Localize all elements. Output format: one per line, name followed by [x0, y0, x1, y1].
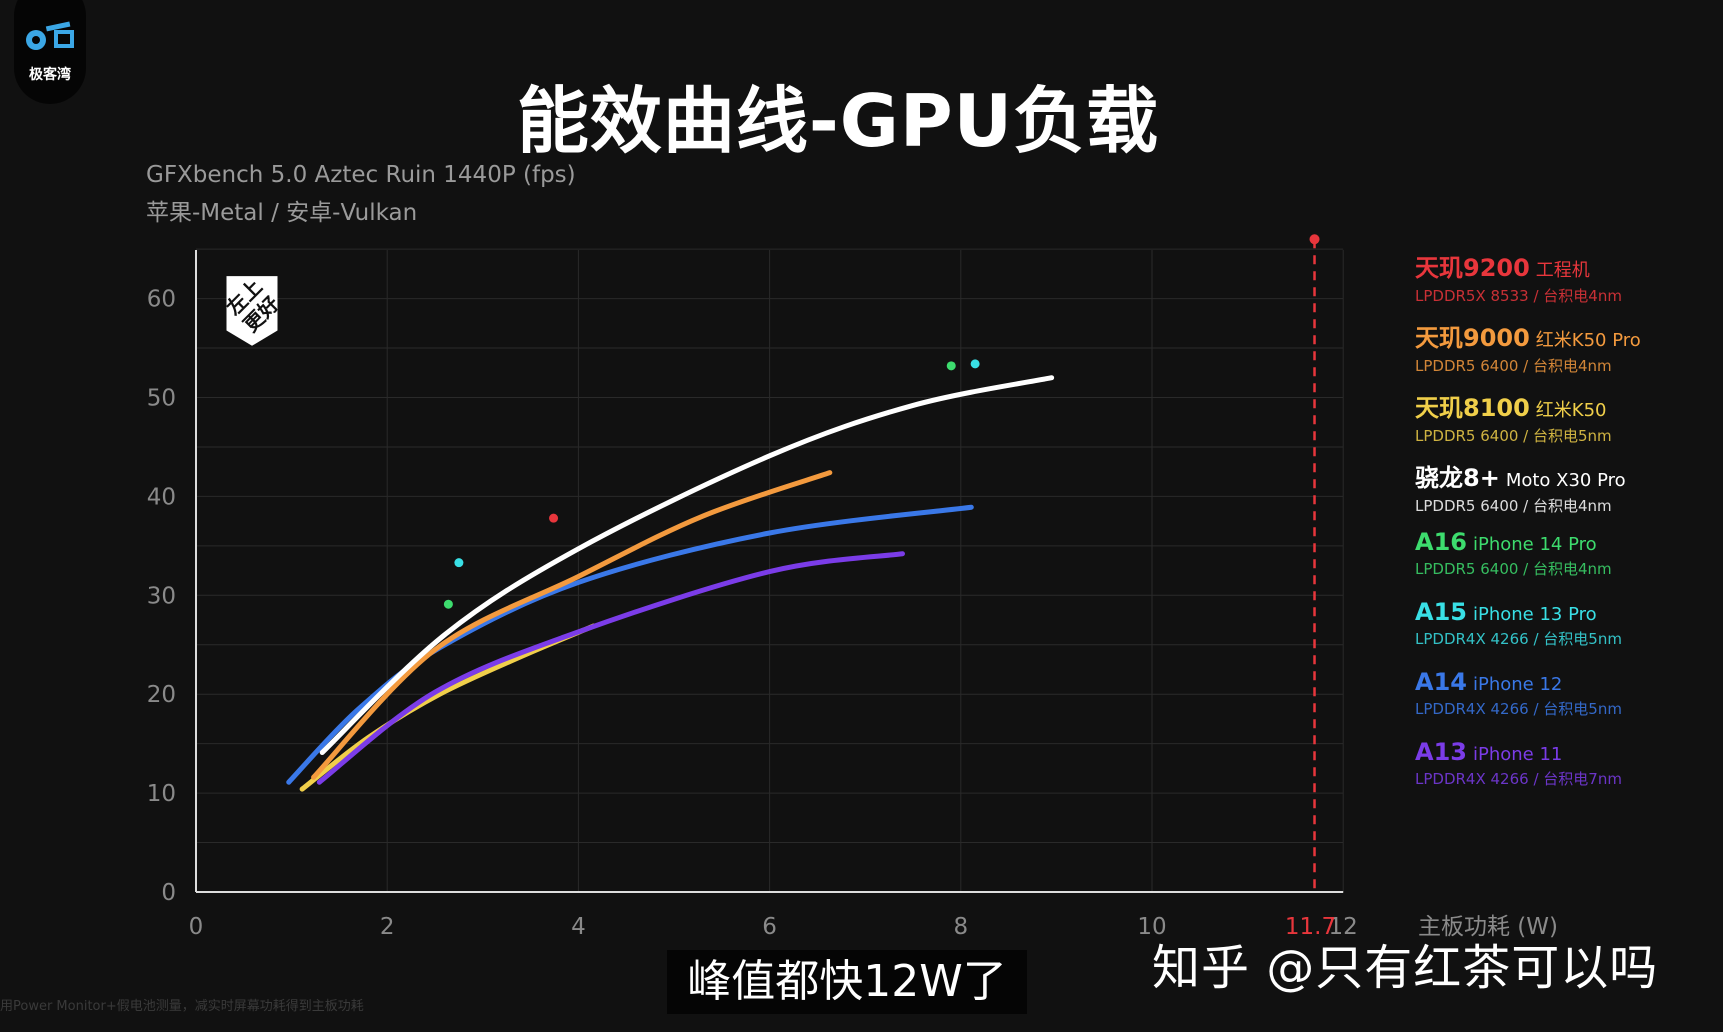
legend-chip-name: 天玑8100: [1415, 394, 1530, 422]
y-tick-label: 10: [147, 781, 176, 807]
legend-device: iPhone 11: [1472, 744, 1563, 765]
axes: [195, 250, 1344, 893]
x-tick-label: 8: [953, 914, 968, 940]
watermark: 知乎 @只有红茶可以吗: [1152, 940, 1659, 996]
x-tick-label: 6: [762, 914, 777, 940]
legend-device: 工程机: [1535, 260, 1590, 281]
legend-chip-name: A13: [1415, 738, 1467, 766]
legend-item: A13 iPhone 11 LPDDR4X 4266 / 台积电7nm: [1415, 738, 1641, 808]
x-tick-label: 4: [571, 914, 586, 940]
y-tick-label: 50: [147, 386, 176, 412]
curve-A13: [316, 551, 905, 785]
logo: 极客湾: [14, 0, 86, 104]
x-tick-label: 0: [189, 914, 204, 940]
legend-item: 天玑9000 红米K50 Pro LPDDR5 6400 / 台积电4nm: [1415, 318, 1641, 388]
legend-device: iPhone 14 Pro: [1472, 534, 1597, 555]
x-tick-label: 12: [1329, 914, 1358, 940]
curve-天玑8100: [299, 623, 597, 792]
y-tick-label: 60: [147, 287, 176, 313]
legend-item: 骁龙8+ Moto X30 Pro LPDDR5 6400 / 台积电4nm: [1415, 458, 1641, 528]
legend-device: iPhone 13 Pro: [1472, 604, 1597, 625]
legend-chip-name: 骁龙8+: [1415, 464, 1500, 492]
better-badge: 左上 更好: [222, 275, 284, 346]
x-tick-label: 10: [1137, 914, 1166, 940]
x-tick-label: 2: [380, 914, 395, 940]
point-A16: [946, 361, 956, 371]
legend-item: 天玑8100 红米K50 LPDDR5 6400 / 台积电5nm: [1415, 388, 1641, 458]
chart-subtitle-api: 苹果-Metal / 安卓-Vulkan: [146, 200, 418, 226]
point-A15: [970, 359, 980, 369]
legend-item: A14 iPhone 12 LPDDR4X 4266 / 台积电5nm: [1415, 668, 1641, 738]
grid: [196, 248, 1344, 892]
peak-point: [1309, 234, 1320, 245]
legend-chip-name: A15: [1415, 598, 1467, 626]
peak-x-label: 11.7: [1285, 914, 1336, 940]
legend-memory: LPDDR5X 8533 / 台积电4nm: [1415, 287, 1622, 305]
legend-item: A16 iPhone 14 Pro LPDDR5 6400 / 台积电4nm: [1415, 528, 1641, 598]
curve-A14: [286, 504, 974, 785]
peak-marker: 11.7: [1285, 234, 1336, 940]
legend-memory: LPDDR5 6400 / 台积电4nm: [1415, 357, 1612, 375]
series-curves: [286, 375, 1055, 792]
legend-item: 天玑9200 工程机 LPDDR5X 8533 / 台积电4nm: [1415, 248, 1641, 318]
y-tick-label: 0: [161, 880, 176, 906]
y-tick-label: 20: [147, 682, 176, 708]
series-points: [443, 359, 980, 609]
video-caption: 峰值都快12W了: [667, 950, 1027, 1014]
legend-memory: LPDDR4X 4266 / 台积电5nm: [1415, 700, 1622, 718]
legend-chip-name: 天玑9000: [1415, 324, 1530, 352]
legend-device: iPhone 12: [1472, 674, 1563, 695]
page-title: 能效曲线-GPU负载: [516, 79, 1160, 163]
legend-device: 红米K50: [1535, 400, 1607, 421]
curve-骁龙8+: [319, 375, 1055, 756]
curve-天玑9000: [311, 470, 833, 780]
legend-item: A15 iPhone 13 Pro LPDDR4X 4266 / 台积电5nm: [1415, 598, 1641, 668]
legend: 天玑9200 工程机 LPDDR5X 8533 / 台积电4nm 天玑9000 红米K5…: [1415, 248, 1641, 808]
legend-memory: LPDDR5 6400 / 台积电4nm: [1415, 560, 1612, 578]
legend-chip-name: A16: [1415, 528, 1467, 556]
legend-chip-name: A14: [1415, 668, 1467, 696]
legend-memory: LPDDR4X 4266 / 台积电7nm: [1415, 770, 1622, 788]
point-A15: [454, 558, 464, 568]
legend-chip-name: 天玑9200: [1415, 254, 1530, 282]
tick-labels: 0 2 4 6 8 10 12 0 10 20 30 40 50 60: [147, 287, 1358, 940]
point-天玑9200: [549, 513, 559, 523]
legend-device: Moto X30 Pro: [1505, 470, 1626, 491]
legend-memory: LPDDR4X 4266 / 台积电5nm: [1415, 630, 1622, 648]
chart-subtitle-benchmark: GFXbench 5.0 Aztec Ruin 1440P (fps): [146, 162, 576, 188]
measurement-note: 用Power Monitor+假电池测量，减实时屏幕功耗得到主板功耗: [0, 999, 364, 1014]
legend-device: 红米K50 Pro: [1535, 330, 1641, 351]
point-A16: [443, 599, 453, 609]
legend-memory: LPDDR5 6400 / 台积电5nm: [1415, 427, 1612, 445]
y-tick-label: 30: [147, 583, 176, 609]
legend-memory: LPDDR5 6400 / 台积电4nm: [1415, 497, 1612, 515]
x-axis-title: 主板功耗 (W): [1418, 914, 1558, 940]
y-tick-label: 40: [147, 484, 176, 510]
logo-text: 极客湾: [29, 67, 71, 83]
gear-logo-icon: [26, 21, 74, 50]
